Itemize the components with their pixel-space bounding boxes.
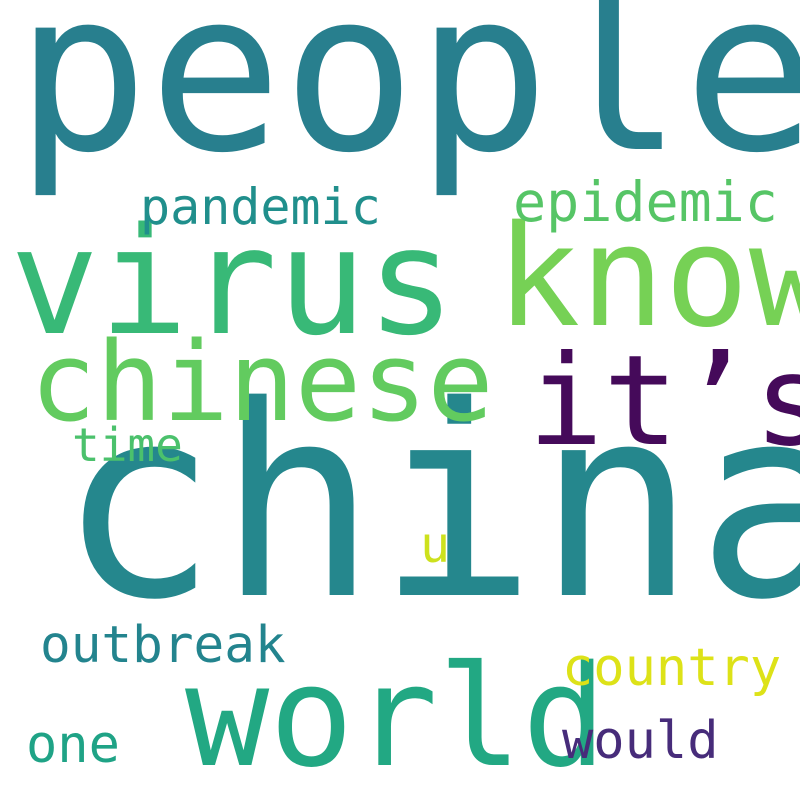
word-outbreak: outbreak (40, 616, 286, 675)
word-virus: virus (10, 196, 456, 368)
word-one: one (26, 715, 120, 775)
word-u: u (420, 516, 451, 574)
word-know: know (496, 196, 800, 359)
word-people: people (15, 0, 800, 202)
word-would: would (562, 711, 719, 771)
word-pandemic: pandemic (140, 178, 381, 236)
word-world: world (185, 636, 607, 799)
word-china: china (58, 350, 800, 658)
word-epidemic: epidemic (513, 170, 778, 234)
word-chinese: chinese (30, 318, 494, 446)
word-its: it’s (528, 329, 800, 474)
word-time: time (72, 418, 183, 472)
word-country: country (562, 638, 782, 698)
